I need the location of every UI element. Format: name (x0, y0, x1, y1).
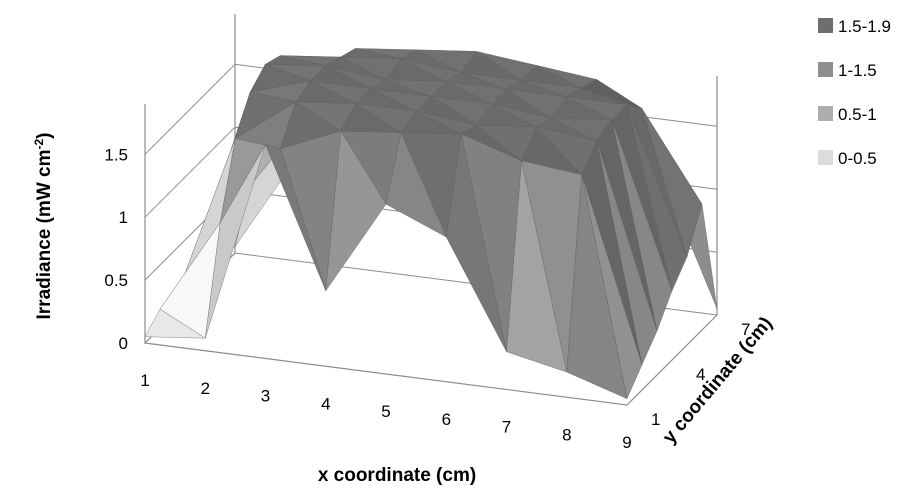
legend-label: 0.5-1 (838, 105, 877, 124)
x-axis-title: x coordinate (cm) (318, 465, 476, 486)
legend-swatch (818, 150, 833, 165)
x-tick-label: 1 (140, 371, 149, 390)
surface-facet (144, 308, 206, 339)
legend-swatch (818, 18, 833, 33)
x-tick-label: 7 (502, 418, 511, 437)
x-tick-label: 3 (261, 387, 270, 406)
z-tick-label: 0.5 (104, 271, 128, 290)
surface-facet (205, 144, 266, 339)
z-axis-title-superscript: -2 (32, 139, 46, 150)
x-tick-label: 5 (381, 402, 390, 421)
x-tick-label: 9 (622, 433, 631, 452)
x-tick-label: 4 (321, 394, 330, 413)
surface-facet (385, 132, 447, 238)
legend: 1.5-1.9 1-1.5 0.5-1 0-0.5 (818, 17, 891, 168)
x-tick-label: 8 (562, 425, 571, 444)
z-tick-label: 1.5 (104, 145, 128, 164)
surface-facet (566, 174, 628, 399)
legend-label: 0-0.5 (838, 149, 877, 168)
y-tick-label: 7 (741, 320, 750, 339)
z-tick-label: 1 (119, 208, 128, 227)
legend-label: 1-1.5 (838, 61, 877, 80)
surface-plot (144, 47, 718, 400)
surface-facet (446, 133, 507, 352)
y-tick-label: 4 (696, 365, 705, 384)
y-axis-title: y coordinate (cm) (659, 313, 777, 448)
x-tick-label: 2 (201, 379, 210, 398)
z-tick-label: 0 (119, 334, 128, 353)
surface-facet (265, 144, 326, 291)
legend-swatch (818, 106, 833, 121)
legend-label: 1.5-1.9 (838, 17, 891, 36)
surface-facet (325, 130, 387, 292)
y-tick-label: 1 (651, 410, 660, 429)
legend-swatch (818, 62, 833, 77)
surface-facet (506, 160, 568, 373)
z-axis-title: Irradiance (mW cm-2) (32, 133, 55, 320)
x-tick-label: 6 (442, 410, 451, 429)
